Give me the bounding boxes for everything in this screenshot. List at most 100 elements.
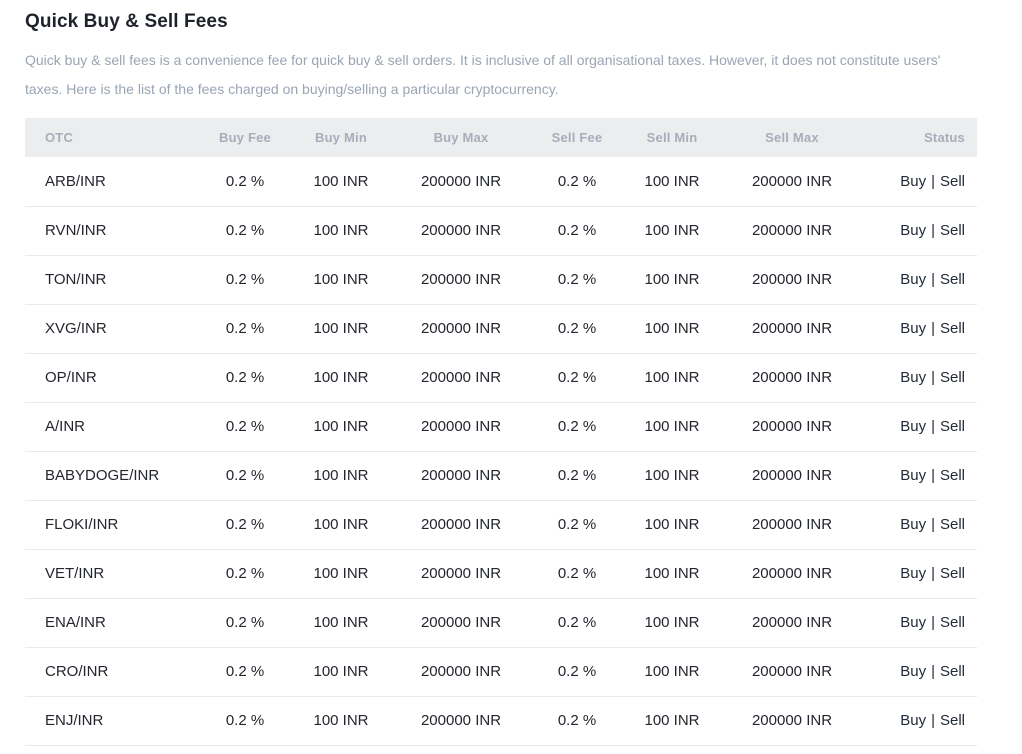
cell-sell-min: 100 INR <box>619 206 725 256</box>
cell-sell-fee: 0.2 % <box>535 451 619 501</box>
cell-sell-fee: 0.2 % <box>535 500 619 550</box>
cell-status: Buy | Sell <box>859 549 977 599</box>
cell-sell-min: 100 INR <box>619 157 725 207</box>
table-row: A/INR 0.2 % 100 INR 200000 INR 0.2 % 100 INR 2… <box>25 402 977 452</box>
buy-link[interactable]: Buy <box>900 467 927 484</box>
cell-sell-max: 200000 INR <box>725 647 859 697</box>
cell-buy-max: 200000 INR <box>387 598 535 648</box>
table-row: BABYDOGE/INR 0.2 % 100 INR 200000 INR 0.2 % 1… <box>25 451 977 501</box>
buy-link[interactable]: Buy <box>900 663 927 680</box>
buy-link[interactable]: Buy <box>900 222 927 239</box>
cell-buy-max: 200000 INR <box>387 206 535 256</box>
cell-status: Buy | Sell <box>859 206 977 256</box>
cell-status: Buy | Sell <box>859 647 977 697</box>
cell-buy-min: 100 INR <box>295 353 387 403</box>
cell-sell-max: 200000 INR <box>725 549 859 599</box>
cell-buy-max: 200000 INR <box>387 157 535 207</box>
cell-buy-fee: 0.2 % <box>195 206 295 256</box>
table-row: ENJ/INR 0.2 % 100 INR 200000 INR 0.2 % 100 IN… <box>25 696 977 746</box>
cell-buy-min: 100 INR <box>295 647 387 697</box>
cell-status: Buy | Sell <box>859 598 977 648</box>
buy-link[interactable]: Buy <box>900 320 927 337</box>
column-header-status: Status <box>859 118 977 157</box>
table-row: OP/INR 0.2 % 100 INR 200000 INR 0.2 % 100 INR… <box>25 353 977 403</box>
cell-sell-max: 200000 INR <box>725 304 859 354</box>
sell-link[interactable]: Sell <box>939 320 965 337</box>
cell-status: Buy | Sell <box>859 353 977 403</box>
sell-link[interactable]: Sell <box>939 712 965 729</box>
cell-otc: ENA/INR <box>25 598 195 648</box>
cell-buy-fee: 0.2 % <box>195 255 295 305</box>
cell-otc: VET/INR <box>25 549 195 599</box>
status-separator: | <box>931 271 935 288</box>
column-header-sell_min: Sell Min <box>619 118 725 157</box>
cell-sell-min: 100 INR <box>619 598 725 648</box>
table-row: VET/INR 0.2 % 100 INR 200000 INR 0.2 % 100 IN… <box>25 549 977 599</box>
sell-link[interactable]: Sell <box>939 614 965 631</box>
cell-sell-max: 200000 INR <box>725 157 859 207</box>
buy-link[interactable]: Buy <box>900 614 927 631</box>
table-row: XVG/INR 0.2 % 100 INR 200000 INR 0.2 % 100 IN… <box>25 304 977 354</box>
buy-link[interactable]: Buy <box>900 565 927 582</box>
sell-link[interactable]: Sell <box>939 663 965 680</box>
quick-buy-sell-fees-page: Quick Buy & Sell Fees Quick buy & sell f… <box>25 0 977 746</box>
cell-buy-max: 200000 INR <box>387 304 535 354</box>
page-description: Quick buy & sell fees is a convenience f… <box>25 52 941 97</box>
cell-buy-min: 100 INR <box>295 598 387 648</box>
sell-link[interactable]: Sell <box>939 271 965 288</box>
buy-link[interactable]: Buy <box>900 712 927 729</box>
cell-sell-max: 200000 INR <box>725 402 859 452</box>
cell-status: Buy | Sell <box>859 255 977 305</box>
buy-link[interactable]: Buy <box>900 271 927 288</box>
buy-link[interactable]: Buy <box>900 172 927 190</box>
cell-status: Buy | Sell <box>859 451 977 501</box>
cell-buy-fee: 0.2 % <box>195 549 295 599</box>
cell-buy-fee: 0.2 % <box>195 647 295 697</box>
cell-buy-fee: 0.2 % <box>195 696 295 746</box>
status-separator: | <box>931 467 935 484</box>
status-separator: | <box>931 222 935 239</box>
cell-otc: CRO/INR <box>25 647 195 697</box>
cell-sell-max: 200000 INR <box>725 255 859 305</box>
status-separator: | <box>931 712 935 729</box>
cell-sell-fee: 0.2 % <box>535 549 619 599</box>
sell-link[interactable]: Sell <box>939 222 965 239</box>
sell-link[interactable]: Sell <box>939 565 965 582</box>
table-row: TON/INR 0.2 % 100 INR 200000 INR 0.2 % 100 IN… <box>25 255 977 305</box>
sell-link[interactable]: Sell <box>939 369 965 386</box>
buy-link[interactable]: Buy <box>900 369 927 386</box>
cell-otc: XVG/INR <box>25 304 195 354</box>
cell-sell-max: 200000 INR <box>725 353 859 403</box>
cell-sell-min: 100 INR <box>619 353 725 403</box>
buy-link[interactable]: Buy <box>900 516 927 533</box>
sell-link[interactable]: Sell <box>939 418 965 435</box>
sell-link[interactable]: Sell <box>939 516 965 533</box>
cell-sell-min: 100 INR <box>619 402 725 452</box>
cell-otc: FLOKI/INR <box>25 500 195 550</box>
table-row: FLOKI/INR 0.2 % 100 INR 200000 INR 0.2 % 100 … <box>25 500 977 550</box>
cell-sell-fee: 0.2 % <box>535 304 619 354</box>
status-separator: | <box>931 663 935 680</box>
cell-otc: RVN/INR <box>25 206 195 256</box>
sell-link[interactable]: Sell <box>939 172 965 190</box>
column-header-buy_fee: Buy Fee <box>195 118 295 157</box>
cell-otc: TON/INR <box>25 255 195 305</box>
cell-sell-min: 100 INR <box>619 500 725 550</box>
status-separator: | <box>931 565 935 582</box>
cell-sell-min: 100 INR <box>619 647 725 697</box>
cell-buy-max: 200000 INR <box>387 647 535 697</box>
cell-sell-max: 200000 INR <box>725 500 859 550</box>
status-separator: | <box>931 418 935 435</box>
cell-sell-min: 100 INR <box>619 451 725 501</box>
column-header-buy_max: Buy Max <box>387 118 535 157</box>
cell-otc: ARB/INR <box>25 157 195 207</box>
status-separator: | <box>931 516 935 533</box>
cell-buy-min: 100 INR <box>295 255 387 305</box>
cell-buy-max: 200000 INR <box>387 549 535 599</box>
column-header-sell_max: Sell Max <box>725 118 859 157</box>
buy-link[interactable]: Buy <box>900 418 927 435</box>
sell-link[interactable]: Sell <box>939 467 965 484</box>
cell-buy-fee: 0.2 % <box>195 157 295 207</box>
page-title: Quick Buy & Sell Fees <box>25 11 228 32</box>
cell-buy-fee: 0.2 % <box>195 598 295 648</box>
